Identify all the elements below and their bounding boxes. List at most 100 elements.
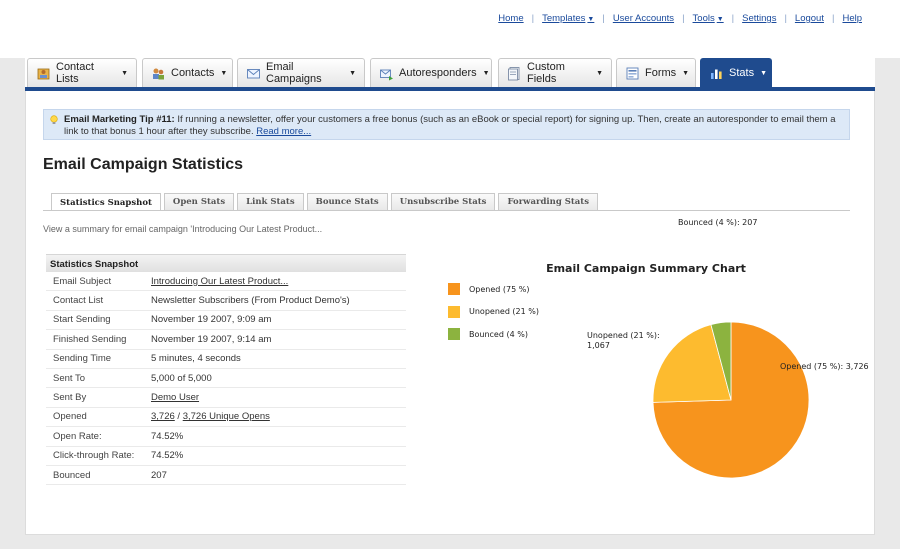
legend-swatch bbox=[448, 328, 460, 341]
subtabs-underline bbox=[43, 210, 850, 211]
legend-label: Unopened (21 %) bbox=[469, 307, 539, 317]
top-link-separator: | bbox=[682, 13, 685, 24]
top-link-label: User Accounts bbox=[612, 13, 675, 24]
subtab-bounce-stats[interactable]: Bounce Stats bbox=[306, 193, 388, 210]
snapshot-value-text: 74.52% bbox=[151, 430, 184, 442]
snapshot-row-key: Finished Sending bbox=[53, 333, 127, 345]
nav-tab-custom-fields[interactable]: Custom Fields ▼ bbox=[498, 58, 612, 87]
nav-tab-forms[interactable]: Forms ▼ bbox=[616, 58, 696, 87]
snapshot-row-value: 74.52% bbox=[151, 450, 406, 461]
top-bar: Home | Templates ▼ | User Accounts | Tools ▼ | Set… bbox=[0, 0, 900, 58]
snapshot-row: Opened 3,726 / 3,726 Unique Opens bbox=[46, 408, 406, 428]
top-link-tools[interactable]: Tools ▼ bbox=[693, 13, 724, 24]
top-link-user-accounts[interactable]: User Accounts bbox=[613, 13, 674, 24]
legend-label: Opened (75 %) bbox=[469, 284, 530, 294]
snapshot-row-key: Opened bbox=[53, 411, 87, 423]
subtab-open-stats[interactable]: Open Stats bbox=[163, 193, 235, 210]
snapshot-row-key: Contact List bbox=[53, 295, 104, 307]
top-link-separator: | bbox=[602, 13, 605, 24]
top-link-label: Logout bbox=[794, 13, 824, 24]
read-more-link[interactable]: Read more... bbox=[256, 126, 312, 137]
tip-title: Email Marketing Tip #11: bbox=[64, 114, 175, 125]
main-nav: Contact Lists ▼ Contacts ▼ Email Campaigns ▼ A… bbox=[25, 58, 875, 89]
chart-legend: Opened (75 %) Unopened (21 %) Bounced (4 %… bbox=[448, 278, 539, 346]
snapshot-row-key: Sent To bbox=[53, 372, 86, 384]
top-link-home[interactable]: Home bbox=[498, 13, 523, 24]
pie-slice-bounced bbox=[710, 321, 732, 401]
subtab-forwarding-stats[interactable]: Forwarding Stats bbox=[498, 193, 599, 210]
top-links: Home | Templates ▼ | User Accounts | Tools ▼ | Set… bbox=[498, 13, 862, 24]
snapshot-value-text: 74.52% bbox=[151, 450, 184, 462]
tip-text: If running a newsletter, offer your cust… bbox=[64, 114, 836, 137]
snapshot-value-link[interactable]: Introducing Our Latest Product... bbox=[151, 275, 289, 287]
snapshot-row: Contact List Newsletter Subscribers (From… bbox=[46, 291, 406, 311]
nav-tab-label: Email Campaigns bbox=[266, 61, 322, 85]
top-link-separator: | bbox=[831, 13, 835, 24]
top-link-separator: | bbox=[731, 13, 735, 24]
legend-swatch bbox=[448, 283, 460, 296]
envelope-icon bbox=[246, 66, 261, 81]
caret-down-icon: ▼ bbox=[121, 69, 128, 77]
caret-down-icon: ▼ bbox=[220, 69, 228, 77]
snapshot-row: Sending Time 5 minutes, 4 seconds bbox=[46, 350, 406, 369]
snapshot-value-text: November 19 2007, 9:09 am bbox=[151, 314, 272, 326]
snapshot-row: Open Rate: 74.52% bbox=[46, 427, 406, 447]
nav-tab-email-campaigns[interactable]: Email Campaigns ▼ bbox=[237, 58, 365, 87]
snapshot-row-value: 207 bbox=[151, 470, 406, 481]
snapshot-row-key: Sent By bbox=[53, 392, 87, 404]
top-link-label: Settings bbox=[742, 13, 777, 24]
nav-tab-contacts[interactable]: Contacts ▼ bbox=[142, 58, 233, 87]
subtab-unsubscribe-stats[interactable]: Unsubscribe Stats bbox=[390, 193, 496, 210]
snapshot-row-key: Click-through Rate: bbox=[53, 450, 135, 462]
forms-icon bbox=[625, 66, 640, 81]
pie-label-opened: Opened (75 %): 3,726 bbox=[780, 362, 869, 371]
snapshot-value-text: 207 bbox=[151, 469, 167, 481]
nav-tab-label: Stats bbox=[729, 67, 755, 79]
value-separator: / bbox=[174, 411, 183, 423]
legend-item-opened: Opened (75 %) bbox=[448, 278, 539, 301]
tip-box: Email Marketing Tip #11: If running a ne… bbox=[43, 109, 850, 140]
top-link-logout[interactable]: Logout bbox=[795, 13, 824, 24]
pie-label-bounced: Bounced (4 %): 207 bbox=[678, 218, 758, 227]
nav-tab-stats[interactable]: Stats ▼ bbox=[700, 58, 772, 87]
top-link-settings[interactable]: Settings bbox=[742, 13, 776, 24]
stats-subtabs: Statistics Snapshot Open Stats Link Stats B… bbox=[51, 193, 601, 211]
snapshot-row-key: Email Subject bbox=[53, 275, 112, 287]
opened-count-link[interactable]: 3,726 bbox=[151, 411, 175, 423]
top-link-label: Home bbox=[498, 13, 524, 24]
snapshot-value-link[interactable]: Demo User bbox=[151, 392, 200, 404]
stats-icon bbox=[709, 66, 724, 81]
subtab-statistics-snapshot[interactable]: Statistics Snapshot bbox=[51, 193, 161, 211]
top-link-label: Templates bbox=[542, 13, 586, 24]
main-panel: Email Marketing Tip #11: If running a ne… bbox=[25, 91, 875, 535]
subtab-link-stats[interactable]: Link Stats bbox=[237, 193, 304, 210]
snapshot-row-value: November 19 2007, 9:09 am bbox=[151, 314, 406, 325]
page-title: Email Campaign Statistics bbox=[43, 156, 244, 173]
nav-tab-autoresponders[interactable]: Autoresponders ▼ bbox=[370, 58, 492, 87]
custom-fields-icon bbox=[507, 66, 522, 81]
nav-tab-label: Autoresponders bbox=[399, 67, 477, 79]
caret-down-icon: ▼ bbox=[716, 16, 724, 23]
pie-slice-unopened bbox=[652, 324, 732, 403]
snapshot-heading: Statistics Snapshot bbox=[46, 254, 406, 272]
snapshot-value-text: Newsletter Subscribers (From Product Dem… bbox=[151, 295, 350, 307]
caret-down-icon: ▼ bbox=[349, 69, 356, 77]
snapshot-row-key: Bounced bbox=[53, 469, 91, 481]
snapshot-row-value: 5 minutes, 4 seconds bbox=[151, 353, 406, 364]
snapshot-row-key: Start Sending bbox=[53, 314, 111, 326]
unique-opens-link[interactable]: 3,726 Unique Opens bbox=[182, 411, 270, 423]
legend-swatch bbox=[448, 305, 460, 318]
top-link-templates[interactable]: Templates ▼ bbox=[542, 13, 594, 24]
caret-down-icon: ▼ bbox=[760, 69, 768, 77]
pie-label-unopened: Unopened (21 %): 1,067 bbox=[587, 331, 660, 350]
snapshot-row: Finished Sending November 19 2007, 9:14 a… bbox=[46, 330, 406, 350]
snapshot-row-key: Sending Time bbox=[53, 353, 112, 365]
legend-label: Bounced (4 %) bbox=[469, 329, 528, 339]
nav-tab-contact-lists[interactable]: Contact Lists ▼ bbox=[27, 58, 137, 87]
legend-item-bounced: Bounced (4 %) bbox=[448, 323, 539, 346]
top-link-help[interactable]: Help bbox=[842, 13, 862, 24]
snapshot-row: Bounced 207 bbox=[46, 466, 406, 486]
snapshot-row: Click-through Rate: 74.52% bbox=[46, 447, 406, 466]
snapshot-row-value: 3,726 / 3,726 Unique Opens bbox=[151, 411, 406, 422]
nav-tab-label: Contact Lists bbox=[56, 61, 94, 85]
